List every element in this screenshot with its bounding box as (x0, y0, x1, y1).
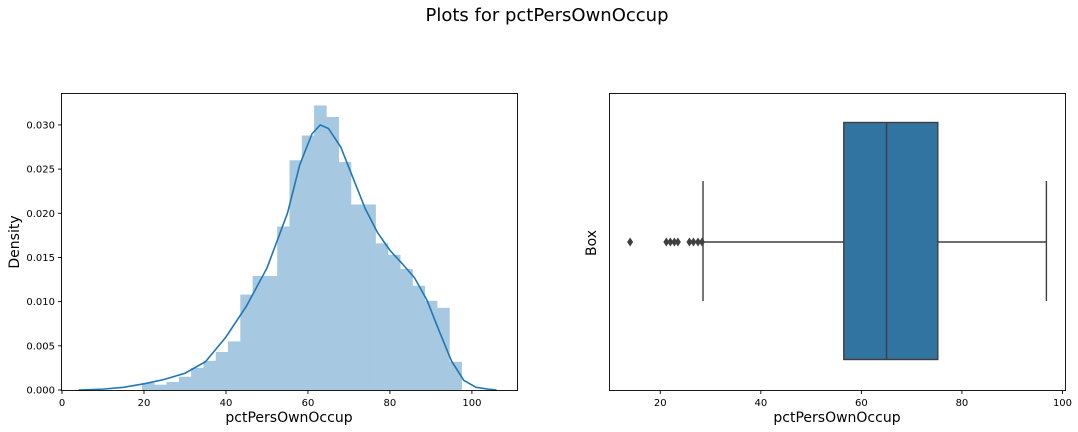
histogram-bar-21 (400, 268, 413, 390)
boxplot-box (843, 121, 939, 361)
boxplot-panel: 20 40 60 80 100 pctPersOwnOccup Box (584, 93, 1072, 426)
histogram-x-ticks: 0 20 40 60 80 100 (59, 390, 481, 409)
histogram-bar-14 (314, 105, 327, 391)
histogram-bar-1 (154, 384, 167, 390)
histogram-bar-11 (277, 226, 290, 390)
histogram-bar-4 (191, 367, 204, 390)
histogram-bar-18 (363, 204, 376, 390)
boxplot-x-axis-label: pctPersOwnOccup (773, 410, 900, 426)
boxplot-outlier-0 (627, 237, 634, 247)
histogram-bar-25 (449, 361, 462, 390)
histogram-x-tick-label-5: 100 (462, 398, 481, 409)
histogram-bar-23 (424, 300, 438, 390)
histogram-frame (61, 93, 518, 391)
boxplot-outlier-6 (690, 237, 697, 247)
histogram-x-tick-label-1: 20 (138, 398, 151, 409)
histogram-bar-3 (178, 376, 192, 390)
boxplot-outlier-7 (694, 237, 701, 247)
histogram-bars (141, 105, 462, 391)
histogram-bar-9 (252, 276, 266, 390)
boxplot-x-tick-label-3: 80 (956, 398, 969, 409)
histogram-bar-5 (203, 360, 217, 390)
histogram-panel: 0 20 40 60 80 100 0.0000.0050.0100.0150.0200.… (7, 93, 518, 426)
boxplot-outlier-5 (686, 237, 693, 247)
histogram-x-tick-label-4: 80 (384, 398, 397, 409)
histogram-y-tick-label-4: 0.020 (26, 209, 55, 220)
histogram-y-tick-label-6: 0.030 (26, 120, 55, 131)
boxplot-outlier-3 (671, 237, 678, 247)
boxplot-x-tick-label-0: 20 (654, 398, 667, 409)
boxplot-y-axis-label: Box (584, 230, 600, 256)
boxplot-x-tick-label-1: 40 (754, 398, 767, 409)
histogram-y-tick-label-5: 0.025 (26, 165, 55, 176)
histogram-bar-7 (228, 341, 241, 390)
histogram-bar-20 (387, 254, 401, 390)
histogram-bar-2 (166, 382, 180, 390)
histogram-y-tick-label-2: 0.010 (26, 297, 55, 308)
boxplot-outlier-8 (699, 237, 706, 247)
histogram-bar-19 (375, 243, 389, 390)
boxplot-x-ticks: 20 40 60 80 100 (654, 390, 1072, 409)
histogram-y-tick-label-0: 0.000 (26, 386, 55, 397)
boxplot-frame (609, 93, 1066, 391)
histogram-bar-0 (141, 382, 155, 390)
histogram-x-tick-label-3: 60 (302, 398, 315, 409)
histogram-x-axis-label: pctPersOwnOccup (225, 410, 352, 426)
histogram-bar-12 (289, 160, 303, 390)
boxplot-outlier-1 (663, 237, 670, 247)
histogram-bar-16 (338, 162, 352, 390)
boxplot-outlier-2 (667, 237, 674, 247)
boxplot-x-tick-label-2: 60 (855, 398, 868, 409)
kde-line (78, 123, 497, 391)
histogram-y-tick-label-1: 0.005 (26, 341, 55, 352)
histogram-y-axis-label: Density (7, 215, 23, 268)
boxplot-elements (627, 121, 1048, 361)
histogram-y-ticks: 0.000 0.005 0.010 0.015 0.020 0.025 0.030 (26, 120, 62, 397)
histogram-bar-15 (326, 116, 339, 390)
histogram-bar-8 (240, 294, 253, 390)
boxplot-outlier-4 (674, 237, 681, 247)
histogram-x-tick-label-0: 0 (59, 398, 65, 409)
histogram-bar-24 (437, 307, 450, 390)
histogram-bar-22 (412, 285, 426, 390)
histogram-y-tick-label-3: 0.015 (26, 253, 55, 264)
histogram-bar-13 (301, 135, 315, 390)
histogram-x-tick-label-2: 40 (220, 398, 233, 409)
histogram-bar-10 (264, 276, 278, 390)
figure-title: Plots for pctPersOwnOccup (425, 5, 668, 26)
histogram-bar-17 (350, 204, 364, 390)
boxplot-x-tick-label-4: 100 (1053, 398, 1072, 409)
histogram-bar-6 (215, 352, 229, 390)
